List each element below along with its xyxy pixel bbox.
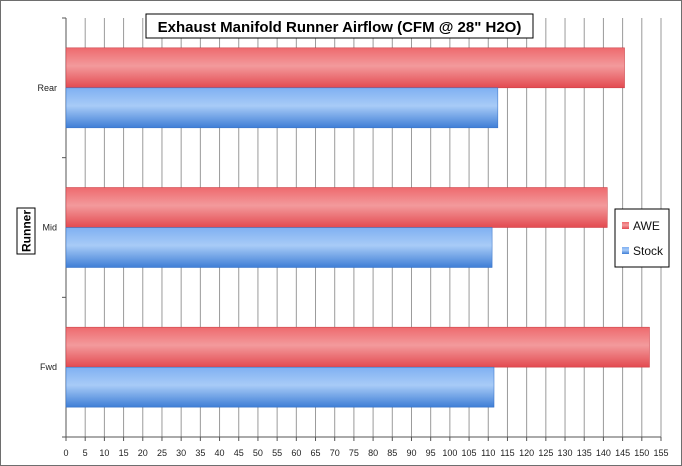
x-tick-labels: 0 5 10 15 20 25 30 35 40 45 50 55 60 65 70 75 80 85 90 95 10…: [63, 448, 668, 458]
x-tick-label: 135: [577, 448, 592, 458]
x-tick-label: 70: [330, 448, 340, 458]
legend-swatch-awe: [622, 222, 629, 229]
x-tick-label: 10: [99, 448, 109, 458]
x-tick-label: 120: [519, 448, 534, 458]
x-tick-label: 115: [500, 448, 514, 458]
chart-title-box: [145, 13, 534, 39]
legend-label-awe: AWE: [633, 219, 660, 233]
x-tick-label: 5: [83, 448, 88, 458]
x-tick-label: 40: [215, 448, 225, 458]
x-tick-label: 95: [426, 448, 436, 458]
x-tick-label: 15: [119, 448, 129, 458]
legend-swatch-stock: [622, 247, 629, 254]
x-tick-label: 65: [311, 448, 321, 458]
y-axis-label-box: [16, 207, 36, 255]
x-tick-label: 35: [195, 448, 205, 458]
category-label-fwd: Fwd: [40, 362, 57, 372]
x-tick-label: 85: [387, 448, 397, 458]
bar-stock-rear: [65, 87, 499, 129]
legend-box: [614, 208, 670, 268]
category-labels: Rear Mid Fwd: [37, 83, 57, 372]
bar-awe-fwd: [65, 326, 650, 368]
x-tick-label: 0: [63, 448, 68, 458]
x-tick-label: 145: [615, 448, 630, 458]
x-tick-label: 25: [157, 448, 167, 458]
y-axis-label: Runner: [20, 210, 34, 252]
x-tick-label: 105: [462, 448, 477, 458]
chart-title: Exhaust Manifold Runner Airflow (CFM @ 2…: [158, 19, 522, 36]
bar-awe-mid: [65, 187, 608, 228]
legend-label-stock: Stock: [633, 244, 664, 258]
x-tick-label: 150: [634, 448, 649, 458]
x-tick-label: 155: [653, 448, 668, 458]
x-tick-label: 110: [481, 448, 495, 458]
x-tick-label: 140: [596, 448, 611, 458]
category-label-mid: Mid: [42, 223, 57, 233]
x-tick-label: 55: [272, 448, 282, 458]
legend: AWE Stock: [614, 208, 670, 268]
x-tick-label: 75: [349, 448, 359, 458]
bars: [65, 47, 650, 408]
x-tick-label: 60: [291, 448, 301, 458]
x-tick-label: 80: [368, 448, 378, 458]
x-tick-label: 100: [442, 448, 457, 458]
bar-stock-mid: [65, 227, 493, 268]
bar-stock-fwd: [65, 366, 495, 408]
category-label-rear: Rear: [37, 83, 57, 93]
x-tick-label: 90: [406, 448, 416, 458]
x-tick-label: 30: [176, 448, 186, 458]
x-tick-label: 50: [253, 448, 263, 458]
x-tick-label: 45: [234, 448, 244, 458]
x-tick-label: 125: [538, 448, 553, 458]
bar-awe-rear: [65, 47, 625, 89]
x-tick-label: 20: [138, 448, 148, 458]
x-tick-label: 130: [558, 448, 573, 458]
